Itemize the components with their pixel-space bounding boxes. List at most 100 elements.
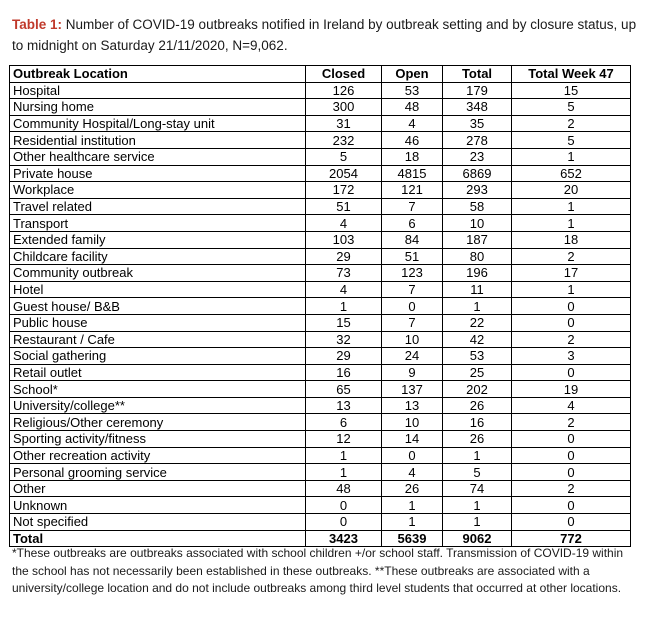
cell-total: 16 [442,413,512,432]
cell-open: 4 [381,114,443,133]
cell-total: 196 [442,264,512,282]
cell-week-47: 0 [511,297,631,315]
cell-open: 121 [381,181,443,199]
cell-open: 1 [381,513,443,531]
header-outbreak-location: Outbreak Location [9,65,306,83]
table-row: Community Hospital/Long-stay unit 31 4 35 2 [9,114,631,133]
cell-week-47: 2 [511,479,631,498]
table-header-row: Outbreak Location Closed Open Total Tota… [9,65,631,83]
table-row: Public house 15 7 22 0 [9,313,631,332]
cell-location: University/college** [9,396,306,415]
cell-closed: 0 [305,513,382,531]
cell-week-47: 1 [511,197,631,216]
caption-text: Number of COVID-19 outbreaks notified in… [12,17,637,53]
cell-location: Public house [9,313,306,332]
cell-week-47: 15 [511,81,631,100]
cell-week-47: 0 [511,430,631,448]
cell-location: Other [9,479,306,498]
cell-closed: 65 [305,380,382,398]
cell-closed: 31 [305,114,382,133]
cell-closed: 6 [305,413,382,432]
cell-week-47: 1 [511,214,631,232]
table-row: Sporting activity/fitness 12 14 26 0 [9,430,631,448]
table-body: Hospital 126 53 179 15 Nursing home 300 48 348 5 C… [9,81,631,548]
cell-location: Personal grooming service [9,463,306,481]
cell-week-47: 2 [511,330,631,349]
cell-week-47: 1 [511,147,631,166]
cell-closed: 12 [305,430,382,448]
table-row: Residential institution 232 46 278 5 [9,131,631,149]
cell-total: 80 [442,247,512,266]
table-row: Travel related 51 7 58 1 [9,197,631,216]
cell-week-47: 5 [511,131,631,149]
cell-week-47: 20 [511,181,631,199]
outbreak-table: Outbreak Location Closed Open Total Tota… [9,65,631,548]
cell-open: 51 [381,247,443,266]
cell-week-47: 0 [511,363,631,382]
cell-week-47: 5 [511,98,631,116]
cell-closed: 232 [305,131,382,149]
table-row: Childcare facility 29 51 80 2 [9,247,631,266]
cell-location: Hotel [9,280,306,299]
cell-open: 4815 [381,164,443,183]
cell-total: 26 [442,430,512,448]
table-row: Private house 2054 4815 6869 652 [9,164,631,183]
cell-week-47: 0 [511,313,631,332]
cell-open: 0 [381,446,443,465]
cell-total: 293 [442,181,512,199]
cell-closed: 29 [305,247,382,266]
cell-location: Social gathering [9,347,306,365]
cell-total: 42 [442,330,512,349]
table-row: Not specified 0 1 1 0 [9,513,631,531]
cell-open: 10 [381,330,443,349]
cell-location: Other healthcare service [9,147,306,166]
cell-total: 348 [442,98,512,116]
cell-location: Childcare facility [9,247,306,266]
cell-location: Retail outlet [9,363,306,382]
table-row: Workplace 172 121 293 20 [9,181,631,199]
table-row: Community outbreak 73 123 196 17 [9,264,631,282]
table-row: Guest house/ B&B 1 0 1 0 [9,297,631,315]
cell-total: 11 [442,280,512,299]
cell-location: Sporting activity/fitness [9,430,306,448]
cell-total: 35 [442,114,512,133]
table-row: Restaurant / Cafe 32 10 42 2 [9,330,631,349]
cell-closed: 16 [305,363,382,382]
total-week-47: 772 [511,529,631,548]
cell-closed: 5 [305,147,382,166]
table-caption: Table 1: Number of COVID-19 outbreaks no… [12,14,638,56]
cell-total: 187 [442,230,512,249]
cell-total: 1 [442,446,512,465]
cell-closed: 103 [305,230,382,249]
table-total-row: Total 3423 5639 9062 772 [9,529,631,548]
cell-open: 84 [381,230,443,249]
cell-open: 7 [381,313,443,332]
cell-location: Workplace [9,181,306,199]
table-row: Unknown 0 1 1 0 [9,496,631,515]
cell-location: Transport [9,214,306,232]
cell-total: 25 [442,363,512,382]
cell-location: Guest house/ B&B [9,297,306,315]
cell-location: School* [9,380,306,398]
cell-location: Private house [9,164,306,183]
cell-location: Religious/Other ceremony [9,413,306,432]
header-open: Open [381,65,443,83]
cell-total: 202 [442,380,512,398]
cell-closed: 4 [305,280,382,299]
cell-week-47: 2 [511,247,631,266]
cell-open: 9 [381,363,443,382]
cell-open: 10 [381,413,443,432]
table-row: Retail outlet 16 9 25 0 [9,363,631,382]
cell-location: Community outbreak [9,264,306,282]
cell-location: Community Hospital/Long-stay unit [9,114,306,133]
cell-closed: 13 [305,396,382,415]
cell-total: 22 [442,313,512,332]
table-row: Religious/Other ceremony 6 10 16 2 [9,413,631,432]
cell-closed: 0 [305,496,382,515]
cell-location: Not specified [9,513,306,531]
table-row: Hotel 4 7 11 1 [9,280,631,299]
cell-week-47: 0 [511,513,631,531]
table-row: School* 65 137 202 19 [9,380,631,398]
table-row: Transport 4 6 10 1 [9,214,631,232]
cell-week-47: 2 [511,114,631,133]
